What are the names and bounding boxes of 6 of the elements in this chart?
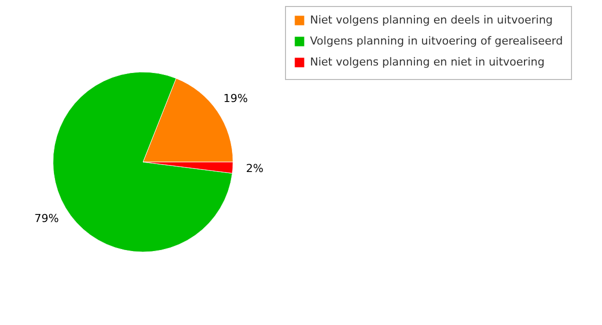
legend-label: Niet volgens planning en deels in uitvoering [310,14,553,26]
data-label: 19% [223,92,248,106]
data-label: 79% [34,212,59,226]
legend-label: Niet volgens planning en niet in uitvoering [310,56,545,68]
data-label: 2% [246,162,264,176]
legend-label: Volgens planning in uitvoering of gerealiseerd [310,34,563,48]
